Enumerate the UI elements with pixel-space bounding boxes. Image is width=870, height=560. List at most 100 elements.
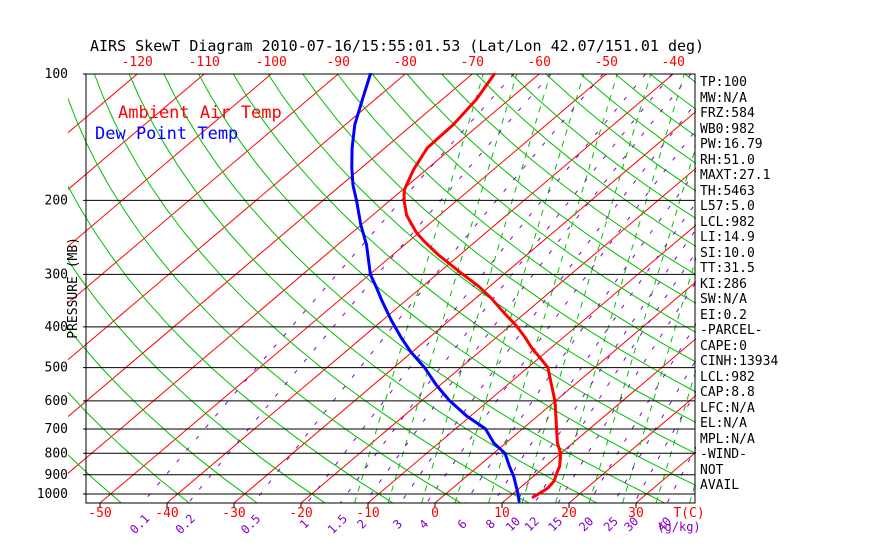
isotherm-line [501,337,696,504]
moist-adiabat-line [354,73,484,504]
stat-row: WB0:982 [700,121,755,137]
mixing-ratio-line [253,73,604,504]
pressure-tick-label: 900 [45,468,68,483]
stat-row: TT:31.5 [700,261,755,276]
skewt-grid [0,73,696,504]
isotherm-line [68,73,272,247]
legend-ambient-air-temp: Ambient Air Temp [118,103,282,123]
mixing-ratio-label: 12 [522,514,542,534]
bottom-axis-temp-label: -10 [356,506,379,521]
bottom-axis-temp-label: -40 [155,506,178,521]
stat-row: TP:100 [700,75,747,90]
dry-adiabat-line [371,73,696,333]
pressure-tick-label: 100 [45,67,68,82]
isotherm-line [68,73,339,304]
dry-adiabat-line [68,97,462,504]
mixing-ratio-label: 0.1 [127,512,152,537]
isotherm-line [233,110,696,504]
bottom-axis-temp-label: -20 [289,506,312,521]
dew-point-temp-curve [350,73,521,503]
mixing-ratio-line [493,202,696,504]
stat-row: L57:5.0 [700,199,755,214]
stat-row: PW:16.79 [700,137,763,152]
plot-frame [83,73,696,508]
pressure-axis-label: PRESSURE (MB) [66,237,81,339]
moist-adiabat-line [622,256,696,504]
stat-row: -WIND- [700,447,747,462]
dry-adiabat-line [68,185,394,504]
pressure-tick-label: 700 [45,422,68,437]
stat-row: MPL:N/A [700,431,755,447]
stat-row: -PARCEL- [700,323,763,338]
dry-adiabat-line [163,73,665,504]
moist-adiabat-line [521,73,652,504]
dry-adiabat-line [232,73,696,455]
isotherm-line [68,73,205,191]
dry-adiabat-line [510,73,696,220]
bottom-axis-temp-label: 20 [561,506,577,521]
top-axis-temp-label: -60 [527,55,550,70]
mixing-ratio-label: 6 [455,517,470,532]
isotherm-line [68,73,473,418]
stat-row: EI:0.2 [700,307,747,323]
mixing-ratio-line [364,73,692,504]
dry-adiabat-line [441,73,696,276]
stat-row: CAP:8.8 [700,385,755,400]
pressure-tick-label: 400 [45,320,68,335]
moist-adiabat-line [488,73,618,504]
mixing-ratio-line [400,102,696,504]
stat-row: EL:N/A [700,416,747,431]
dry-adiabat-line [128,73,597,504]
stat-row: MAXT:27.1 [700,168,771,183]
temp-axis-unit-label: T(C) [673,506,704,521]
pressure-tick-label: 1000 [37,487,68,502]
stat-row: AVAIL [700,478,740,493]
dry-adiabat-line [0,74,53,503]
moist-adiabat-line [454,73,585,504]
plot-border [85,73,696,504]
stat-row: SW:N/A [700,292,747,307]
dry-adiabat-line [337,73,696,363]
mixing-ratio-line [142,73,515,504]
mixing-ratio-label: 4 [416,517,431,532]
mixing-ratio-label: 1.5 [325,512,350,537]
ambient-air-temp-curve [402,73,563,499]
dry-adiabat-line [476,73,696,248]
pressure-tick-label: 800 [45,446,68,461]
stat-row: LCL:982 [700,214,755,230]
dry-adiabat-line [68,327,258,504]
dry-adiabat-line [302,73,696,393]
pressure-tick-label: 600 [45,394,68,409]
stat-row: NOT [700,462,724,478]
top-axis-temp-label: -90 [326,55,349,70]
bottom-axis-temp-label: 30 [628,506,644,521]
stat-row: KI:286 [700,276,747,292]
profile-curves [350,73,563,503]
dry-adiabat-line [545,73,696,192]
isotherm-line [434,281,696,504]
stat-row: LCL:982 [700,369,755,385]
mixing-ratio-line [339,73,673,504]
dry-adiabat-line [580,73,696,165]
top-axis-temp-label: -100 [256,55,287,70]
mixing-ratio-line [306,73,646,504]
moist-adiabat-line [655,368,696,504]
sounding-stats-column: TP:100 MW:N/A FRZ:584 WB0:982 PW:16.79 RH:51.… [700,75,778,494]
page-title: AIRS SkewT Diagram 2010-07-16/15:55:01.5… [90,37,705,55]
mixing-ratio-label: 25 [601,514,621,534]
isotherm-line [367,224,696,504]
dry-adiabat-line [68,391,190,504]
isotherm-line [166,73,674,504]
bottom-axis-temp-label: 0 [431,506,439,521]
stat-row: MW:N/A [700,90,747,106]
mixing-ratio-line [633,390,696,504]
moist-adiabat-line [387,73,518,504]
top-axis-temp-label: -50 [594,55,617,70]
bottom-axis-temp-label: -30 [222,506,245,521]
stat-row: LI:14.9 [700,230,755,245]
moist-adiabat-line [588,144,696,504]
stat-row: LFC:N/A [700,400,755,416]
stat-row: RH:51.0 [700,152,755,168]
